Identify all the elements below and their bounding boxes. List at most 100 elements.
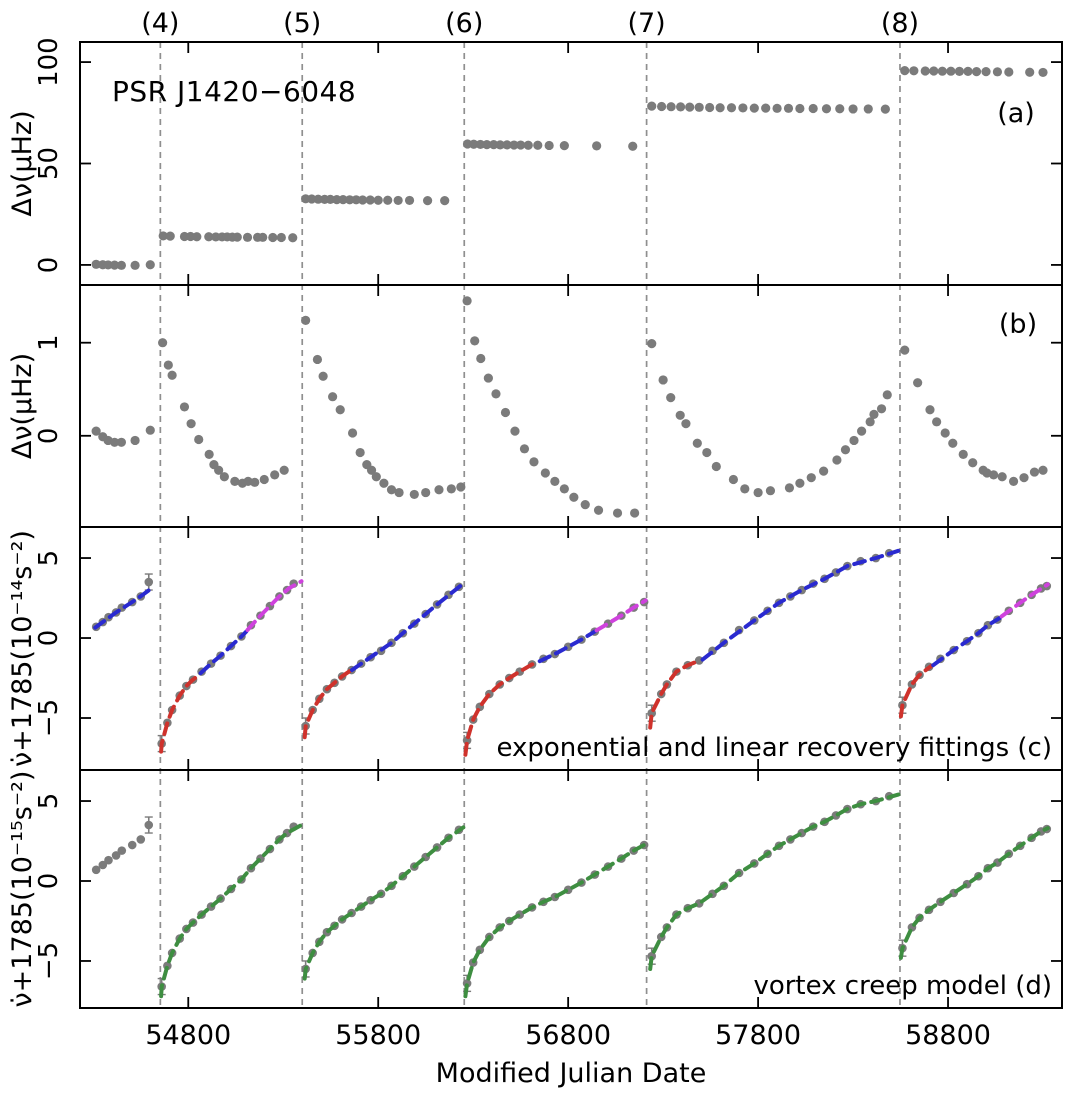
green-fit-line bbox=[463, 842, 648, 999]
panel-caption-d: vortex creep model (d) bbox=[753, 971, 1052, 1001]
panel-d: −5 0 5ν̇+1785(10⁻¹⁵s⁻²) vortex creep model … bbox=[7, 769, 1063, 1009]
data-point bbox=[91, 865, 101, 875]
data-point bbox=[880, 104, 890, 114]
data-point bbox=[312, 354, 323, 365]
data-point bbox=[91, 426, 101, 436]
data-point bbox=[963, 66, 973, 77]
ticks-c bbox=[81, 528, 1061, 769]
magenta-fit-line bbox=[999, 582, 1050, 619]
data-point bbox=[569, 492, 579, 502]
data-point bbox=[675, 410, 685, 420]
data-point bbox=[462, 296, 472, 306]
data-point bbox=[929, 66, 939, 76]
data-point bbox=[753, 487, 763, 498]
data-point bbox=[849, 435, 859, 446]
panel-caption-c: exponential and linear recovery fittings… bbox=[496, 733, 1052, 763]
pulsar-name-label: PSR J1420−6048 bbox=[112, 75, 356, 108]
data-point bbox=[694, 102, 704, 112]
data-point bbox=[136, 835, 146, 844]
y-axis-label-c: ν̇+1785(10⁻¹⁴s⁻²) bbox=[7, 530, 38, 767]
data-point bbox=[784, 483, 795, 493]
data-point bbox=[276, 232, 286, 243]
data-point bbox=[250, 477, 260, 487]
data-point bbox=[550, 476, 560, 486]
red-fit-line bbox=[463, 660, 541, 757]
x-tick-label: 56800 bbox=[525, 1020, 611, 1051]
data-point bbox=[913, 378, 923, 388]
data-point bbox=[158, 338, 168, 348]
data-point bbox=[130, 435, 140, 446]
green-fit-line bbox=[648, 792, 901, 971]
data-point bbox=[657, 101, 667, 112]
data-point bbox=[559, 141, 569, 151]
red-fit-line bbox=[648, 658, 703, 730]
data-point bbox=[702, 447, 712, 458]
data-point bbox=[383, 195, 393, 205]
data-point bbox=[1038, 465, 1048, 475]
data-point bbox=[772, 103, 782, 113]
data-point bbox=[104, 855, 113, 865]
y-tick-label-d: 0 bbox=[34, 873, 64, 890]
blue-fit-line bbox=[700, 548, 901, 662]
data-point bbox=[544, 140, 554, 151]
data-point bbox=[301, 315, 311, 325]
ticks-a bbox=[81, 43, 1061, 284]
data-point bbox=[194, 434, 204, 445]
y-tick-label-c: 5 bbox=[34, 550, 64, 567]
data-point bbox=[130, 260, 140, 270]
glitch-label-(7): (7) bbox=[627, 8, 665, 39]
data-point bbox=[647, 339, 657, 349]
data-point bbox=[145, 260, 155, 270]
data-point bbox=[559, 484, 569, 494]
data-points-a bbox=[91, 66, 1048, 270]
data-point bbox=[937, 66, 947, 76]
data-point bbox=[529, 457, 539, 467]
data-point bbox=[434, 485, 444, 495]
green-fit-line bbox=[159, 823, 304, 999]
data-point bbox=[318, 371, 328, 381]
data-point bbox=[230, 476, 240, 486]
data-point bbox=[900, 66, 910, 76]
glitch-label-(8): (8) bbox=[881, 8, 919, 39]
y-axis-label-b: Δν(μHz) bbox=[7, 353, 38, 459]
data-point bbox=[728, 474, 739, 485]
y-tick-label-a: 50 bbox=[34, 147, 64, 180]
data-point bbox=[675, 102, 686, 112]
data-point bbox=[705, 102, 715, 113]
data-point bbox=[144, 820, 154, 830]
data-point bbox=[347, 428, 358, 438]
data-point bbox=[592, 141, 602, 151]
red-fit-line bbox=[898, 664, 934, 719]
data-point bbox=[666, 102, 676, 112]
data-point bbox=[958, 449, 968, 459]
data-point bbox=[740, 484, 750, 494]
data-point bbox=[158, 231, 168, 241]
data-point bbox=[692, 438, 702, 448]
data-point bbox=[476, 353, 486, 364]
data-point bbox=[997, 472, 1007, 482]
data-point bbox=[165, 231, 175, 241]
data-point bbox=[393, 195, 403, 206]
data-point bbox=[358, 195, 368, 205]
data-point bbox=[325, 194, 335, 205]
x-axis-labels: 54800 55800 56800 57800 58800 Modified Julian… bbox=[145, 1020, 991, 1089]
data-point bbox=[259, 474, 269, 485]
data-point bbox=[848, 104, 858, 114]
data-point bbox=[685, 102, 695, 112]
blue-fit-line bbox=[93, 587, 153, 630]
data-point bbox=[1025, 67, 1035, 77]
data-point bbox=[909, 66, 919, 76]
data-point bbox=[863, 104, 873, 114]
data-point bbox=[920, 66, 930, 76]
data-point bbox=[738, 103, 748, 113]
data-point bbox=[279, 465, 289, 475]
red-fit-line bbox=[159, 672, 202, 754]
data-point bbox=[502, 140, 512, 150]
data-point bbox=[109, 260, 120, 270]
data-point bbox=[111, 851, 121, 860]
data-point bbox=[204, 449, 214, 459]
data-point bbox=[117, 846, 127, 855]
